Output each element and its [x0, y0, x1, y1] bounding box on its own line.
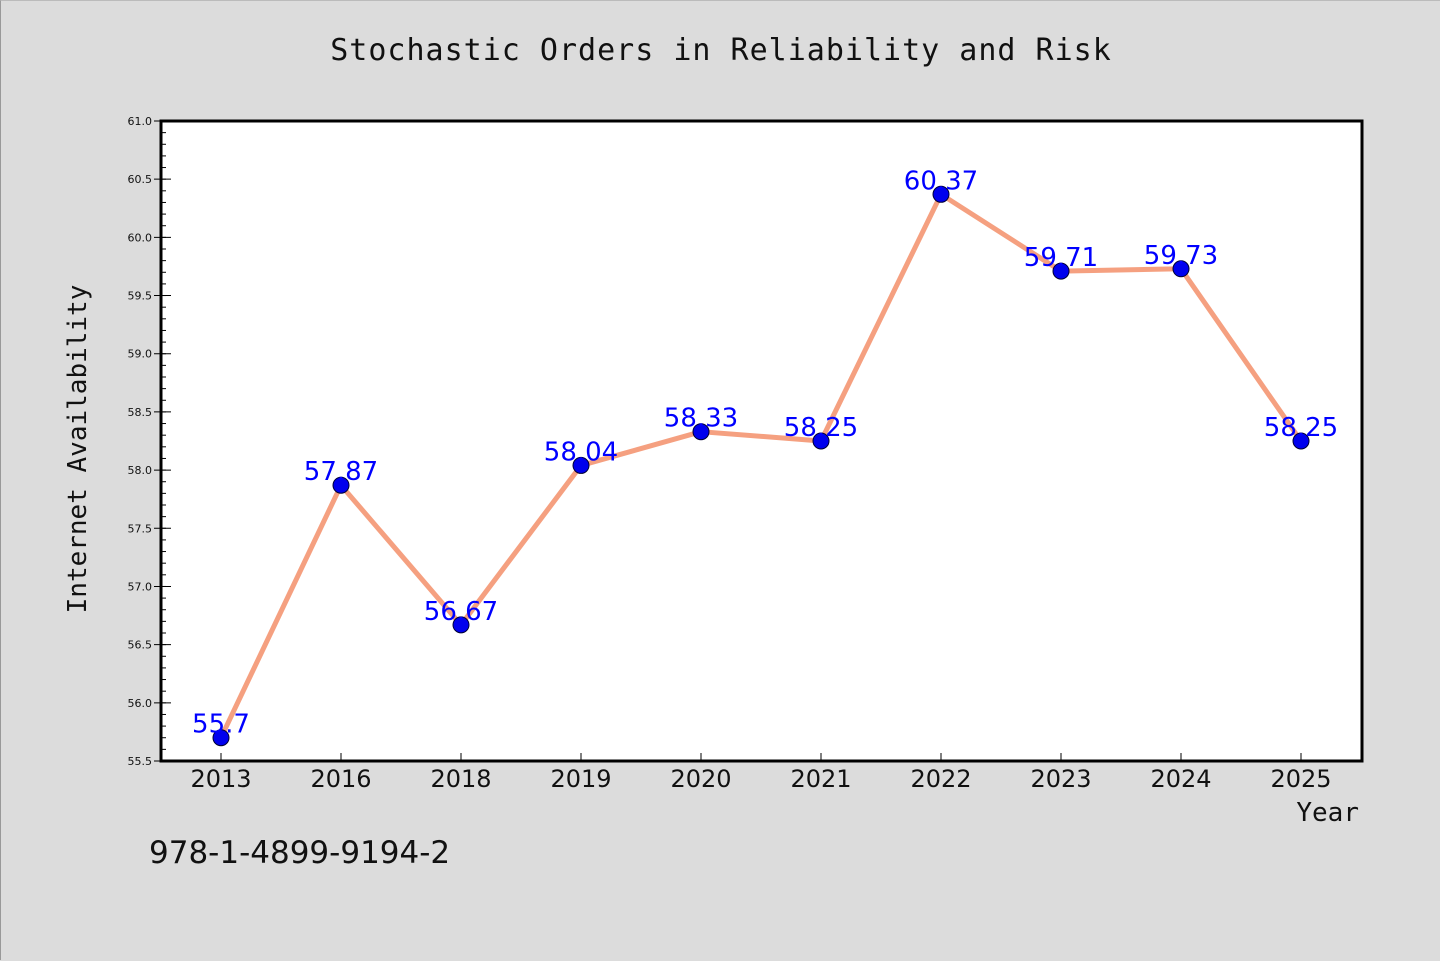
data-point: [572, 456, 590, 474]
data-point: [212, 729, 230, 747]
x-tick-label: 2018: [430, 765, 491, 793]
x-tick-label: 2016: [310, 765, 371, 793]
data-point: [1172, 260, 1190, 278]
x-tick-label: 2022: [910, 765, 971, 793]
data-point: [332, 476, 350, 494]
y-tick-label: 57.5: [128, 522, 153, 535]
y-tick-label: 55.5: [128, 755, 153, 768]
data-label: 59.71: [1024, 243, 1098, 273]
x-tick-label: 2020: [670, 765, 731, 793]
plot-area: [159, 119, 1364, 763]
x-tick-label: 2023: [1030, 765, 1091, 793]
isbn-text: 978-1-4899-9194-2: [149, 835, 451, 871]
chart-title: Stochastic Orders in Reliability and Ris…: [330, 33, 1112, 68]
x-tick-label: 2019: [550, 765, 611, 793]
data-point: [692, 423, 710, 441]
data-point: [812, 432, 830, 450]
y-tick-label: 60.0: [128, 231, 153, 244]
data-label: 58.25: [1264, 413, 1338, 443]
y-axis-label: Internet Availability: [63, 285, 93, 614]
y-tick-label: 59.0: [128, 348, 153, 361]
data-point: [932, 185, 950, 203]
x-axis-label: Year: [1296, 798, 1359, 828]
data-label: 55.7: [192, 710, 250, 740]
x-tick-label: 2013: [190, 765, 251, 793]
data-point: [1292, 432, 1310, 450]
data-label: 56.67: [424, 597, 498, 627]
data-label: 58.04: [544, 437, 618, 467]
data-point: [1052, 262, 1070, 280]
y-tick-label: 58.5: [128, 406, 153, 419]
data-label: 60.37: [904, 166, 978, 196]
y-tick-label: 60.5: [128, 173, 153, 186]
y-tick-label: 56.0: [128, 697, 153, 710]
x-tick-label: 2024: [1150, 765, 1211, 793]
y-tick-label: 58.0: [128, 464, 153, 477]
y-tick-label: 61.0: [128, 115, 153, 128]
data-label: 58.33: [664, 404, 738, 434]
x-tick-label: 2021: [790, 765, 851, 793]
data-point: [452, 616, 470, 634]
y-tick-label: 57.0: [128, 580, 153, 593]
x-tick-label: 2025: [1270, 765, 1331, 793]
data-label: 59.73: [1144, 241, 1218, 271]
y-tick-label: 59.5: [128, 290, 153, 303]
y-tick-label: 56.5: [128, 639, 153, 652]
data-label: 57.87: [304, 457, 378, 487]
data-label: 58.25: [784, 413, 858, 443]
series-line: [218, 191, 1304, 739]
